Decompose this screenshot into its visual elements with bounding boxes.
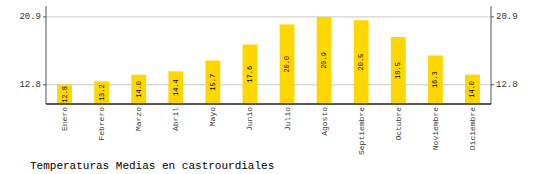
data-label: 15.7 — [209, 74, 217, 91]
x-tick-label: Noviembre — [431, 107, 440, 150]
x-axis-line — [46, 103, 491, 105]
data-label: 14.0 — [468, 81, 476, 98]
y2-tick-label: 20.9 — [496, 12, 518, 22]
y2-tick — [491, 84, 494, 85]
x-tick-label: Septiembre — [357, 107, 366, 155]
title: Temperaturas Medias en castrourdiales — [30, 160, 274, 172]
data-label: 13.2 — [98, 84, 106, 101]
x-tick-label: Abril — [171, 107, 180, 131]
data-label: 20.5 — [357, 54, 365, 71]
x-tick-label: Enero — [60, 107, 69, 131]
x-tick-label: Febrero — [97, 107, 106, 141]
bar — [168, 71, 183, 104]
data-label: 17.6 — [246, 66, 254, 83]
bar — [57, 85, 72, 104]
bar — [280, 24, 295, 104]
grid-line — [46, 84, 491, 85]
x-tick-label: Agosto — [320, 107, 329, 136]
data-label: 14.4 — [172, 79, 180, 96]
data-label: 20.9 — [320, 52, 328, 69]
data-label: 14.0 — [135, 81, 143, 98]
data-label: 18.5 — [394, 62, 402, 79]
y2-tick — [491, 16, 494, 17]
bars — [57, 17, 480, 104]
grid-line — [46, 16, 491, 17]
bar — [428, 55, 443, 104]
x-tick-label: Junio — [245, 107, 254, 131]
data-label: 20.0 — [283, 56, 291, 73]
y-tick-label: 12.8 — [19, 80, 41, 90]
x-tick-label: Mayo — [208, 107, 217, 126]
y-tick — [43, 84, 46, 85]
bar — [354, 20, 369, 104]
bar — [465, 75, 480, 104]
y-tick-label: 20.9 — [19, 12, 41, 22]
data-label: 16.3 — [431, 71, 439, 88]
x-tick-label: Julio — [283, 107, 292, 131]
y-axis-line — [46, 6, 47, 104]
bar — [391, 37, 406, 104]
y2-tick-label: 12.8 — [496, 80, 518, 90]
bar — [205, 60, 220, 104]
bar — [243, 45, 258, 104]
x-tick-label: Marzo — [134, 107, 143, 131]
y-tick — [43, 16, 46, 17]
chart: 12.8 13.2 14.0 14.4 15.7 17.6 20.0 20.9 20.5 18.5… — [0, 0, 537, 174]
x-tick-label: Octubre — [394, 107, 403, 141]
bar — [131, 75, 146, 104]
y2-axis-line — [491, 6, 492, 104]
x-tick-label: Diciembre — [468, 107, 477, 150]
bar — [317, 17, 332, 104]
bar — [94, 81, 109, 104]
data-label: 12.8 — [61, 86, 69, 103]
